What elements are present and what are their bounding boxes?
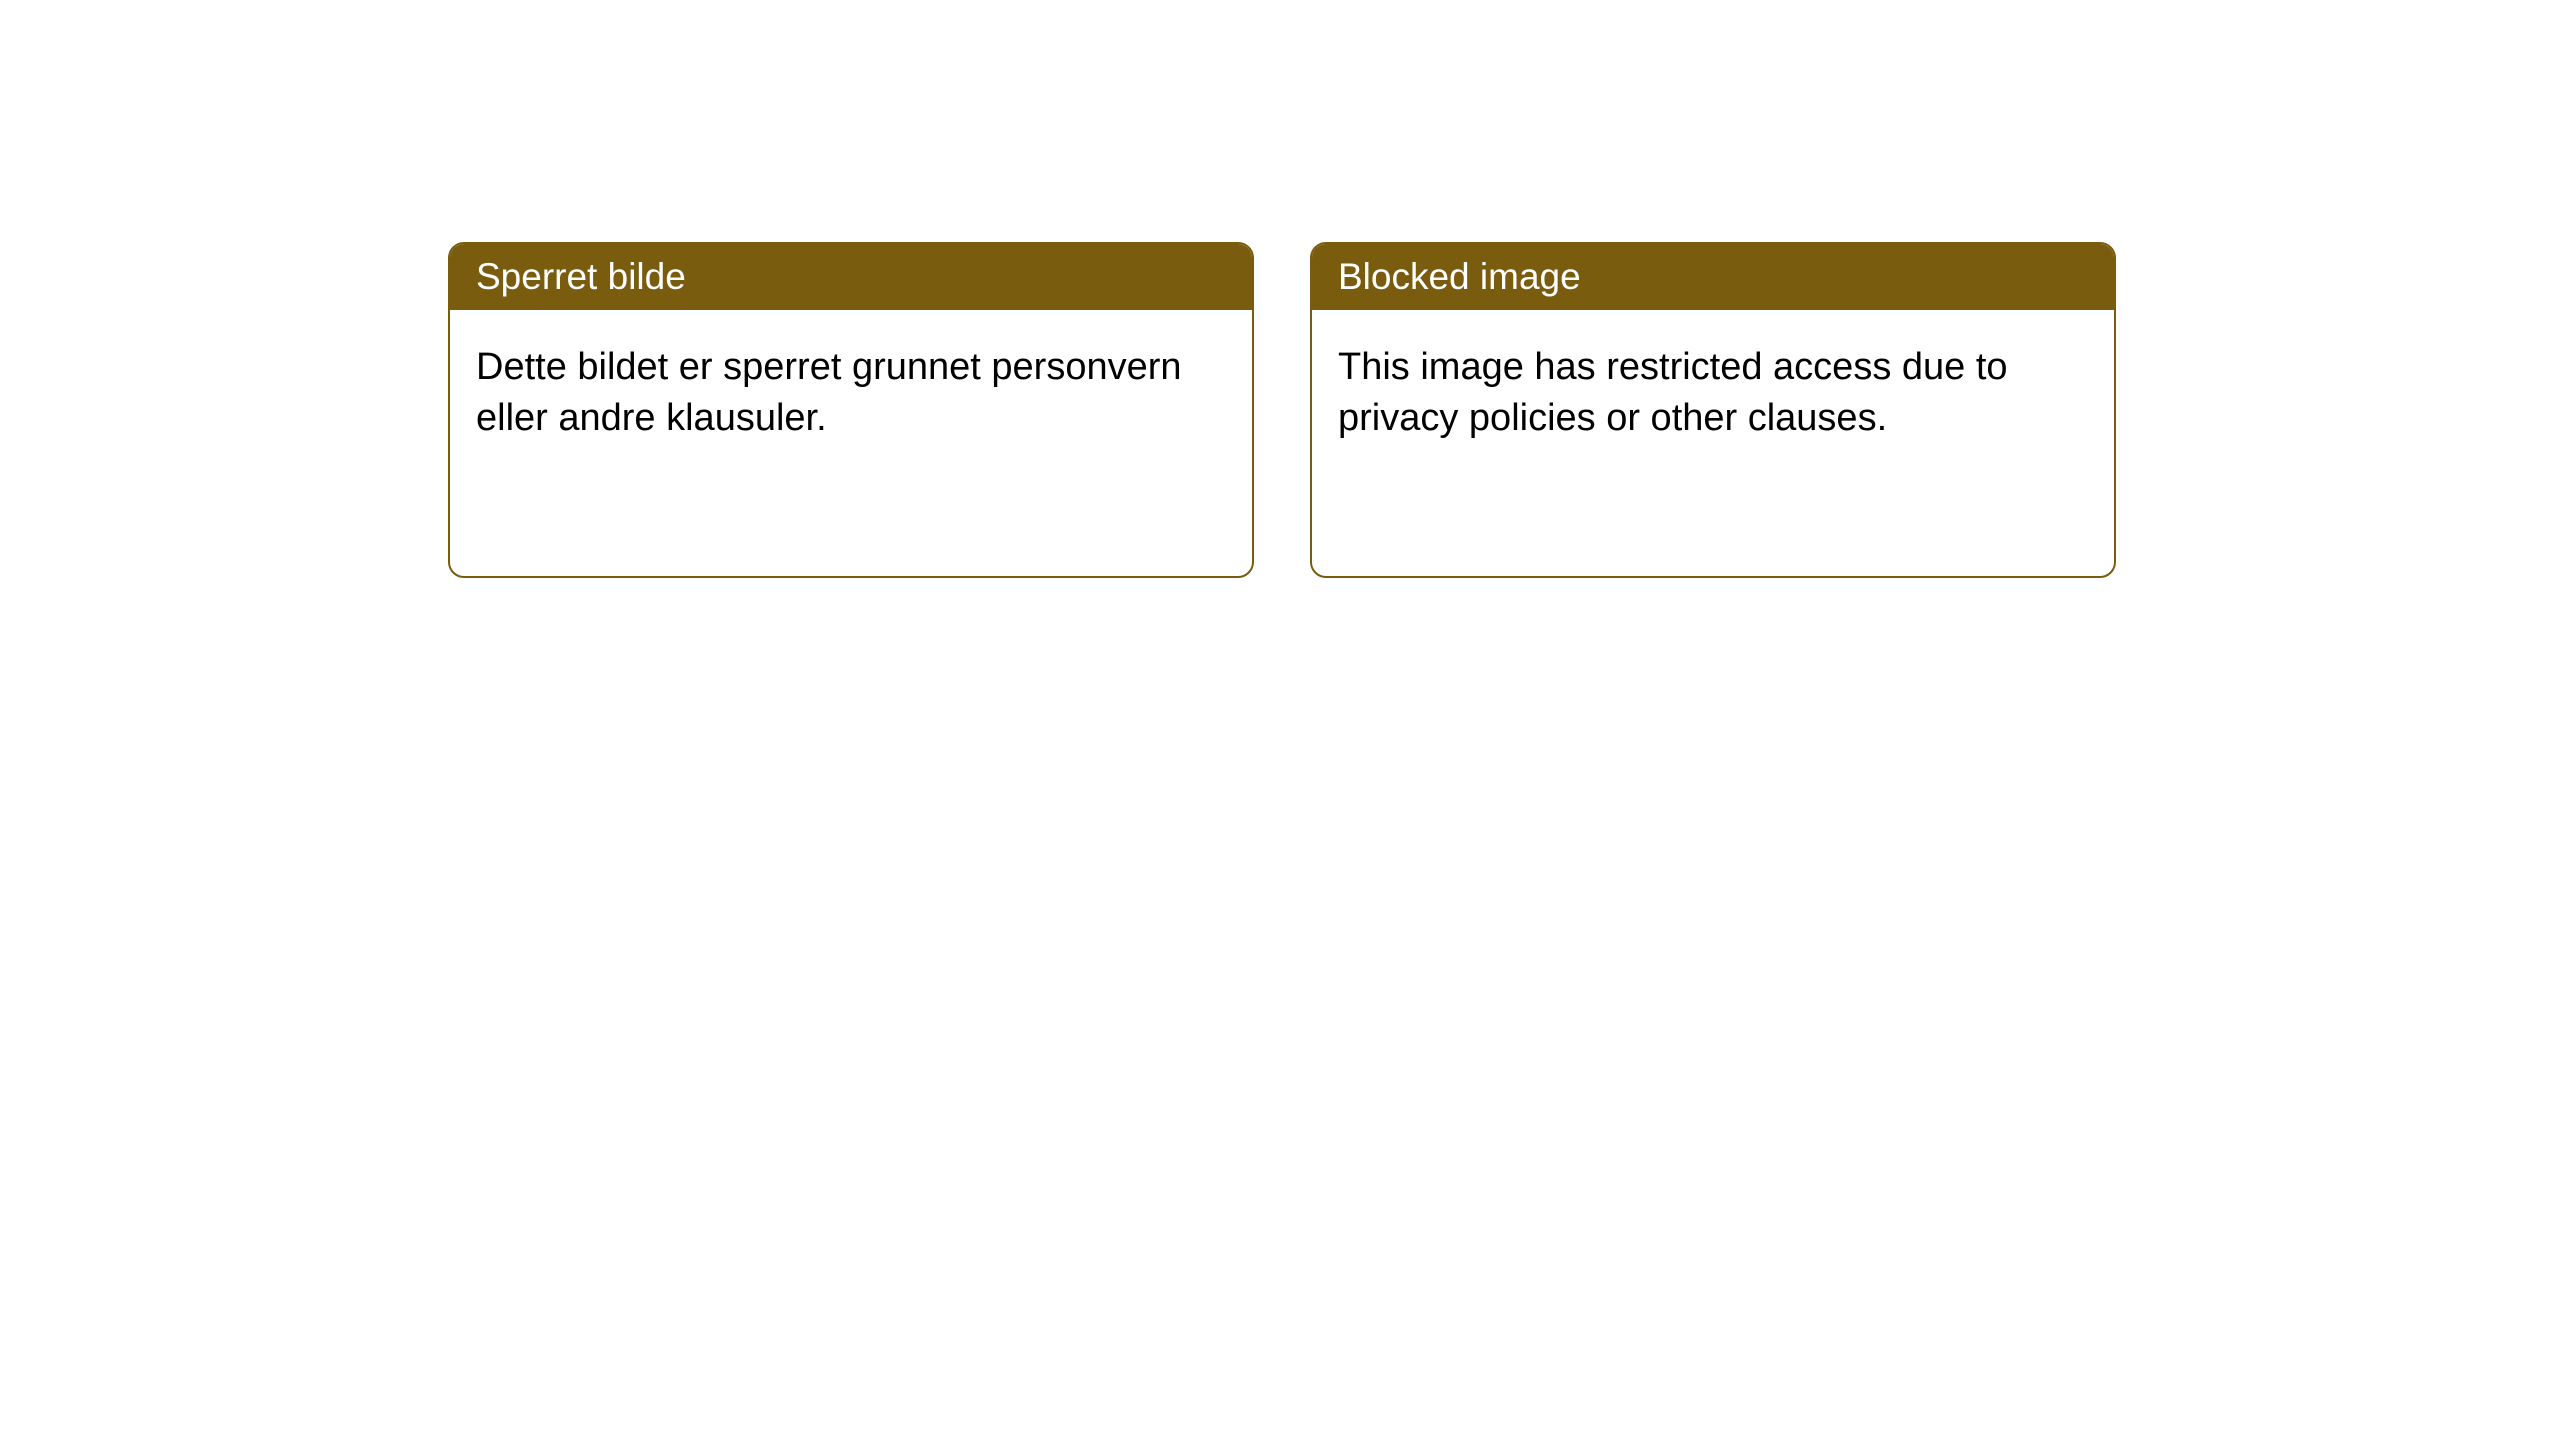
notice-title-norwegian: Sperret bilde	[450, 244, 1252, 310]
notice-body-english: This image has restricted access due to …	[1312, 310, 2114, 477]
notice-card-norwegian: Sperret bilde Dette bildet er sperret gr…	[448, 242, 1254, 578]
notice-title-english: Blocked image	[1312, 244, 2114, 310]
notice-card-english: Blocked image This image has restricted …	[1310, 242, 2116, 578]
notice-container: Sperret bilde Dette bildet er sperret gr…	[0, 0, 2560, 578]
notice-body-norwegian: Dette bildet er sperret grunnet personve…	[450, 310, 1252, 477]
